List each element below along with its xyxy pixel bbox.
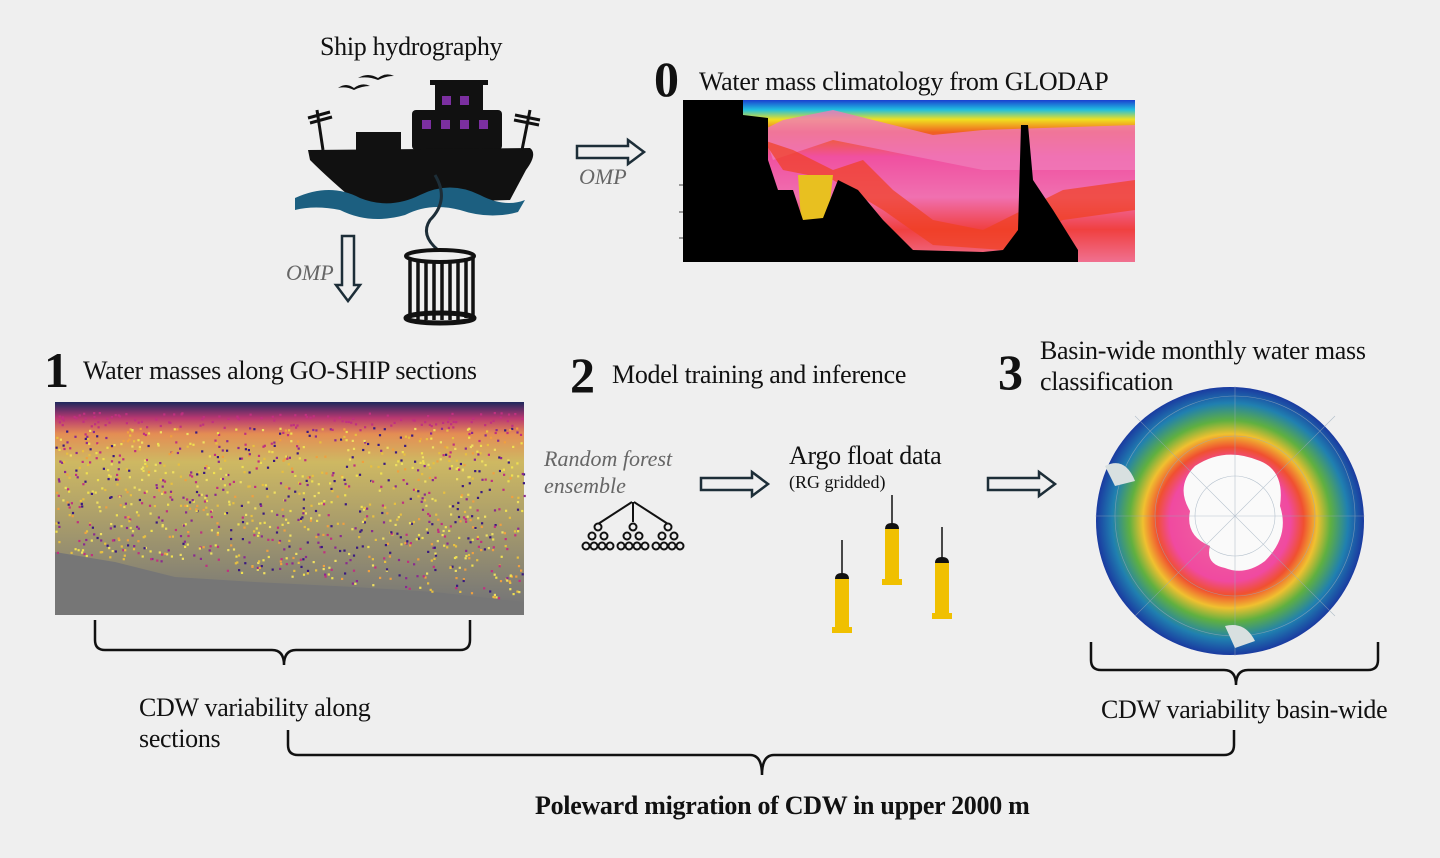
step-3-title-line2: classification [1040,367,1173,396]
arrow-to-basin [986,469,1058,499]
argo-title: Argo float data [789,441,942,470]
step-2-title: Model training and inference [612,360,907,389]
step-0-number: 0 [654,51,679,107]
cdw-sections-line2: sections [139,724,221,753]
conclusion-text: Poleward migration of CDW in upper 2000 … [535,791,1030,820]
glodap-section-plot [679,100,1135,262]
ship-hydrography-title: Ship hydrography [320,32,503,61]
argo-floats-icon [832,495,952,633]
random-forest-label-1: Random forest [544,446,673,471]
argo-subtitle: (RG gridded) [789,472,886,492]
step-1-title: Water masses along GO-SHIP sections [83,356,477,385]
step-1-number: 1 [44,342,69,398]
step-2-number: 2 [570,347,595,403]
southern-ocean-map [1095,386,1365,656]
step-3-number: 3 [998,344,1023,400]
step-3-title-line1: Basin-wide monthly water mass [1040,336,1366,365]
omp-label-right: OMP [579,164,627,189]
ship-icon [295,74,541,326]
cdw-basin-wide: CDW variability basin-wide [1101,695,1388,724]
arrow-right-omp [575,137,647,167]
random-forest-label-2: ensemble [544,473,626,498]
step-0-title: Water mass climatology from GLODAP [699,67,1109,96]
cdw-sections-line1: CDW variability along [139,693,371,722]
arrow-down-omp [333,234,363,304]
random-forest-icon [581,501,685,551]
arrow-to-argo [699,469,771,499]
omp-label-down: OMP [286,260,334,285]
go-ship-sections-plot [55,402,526,615]
